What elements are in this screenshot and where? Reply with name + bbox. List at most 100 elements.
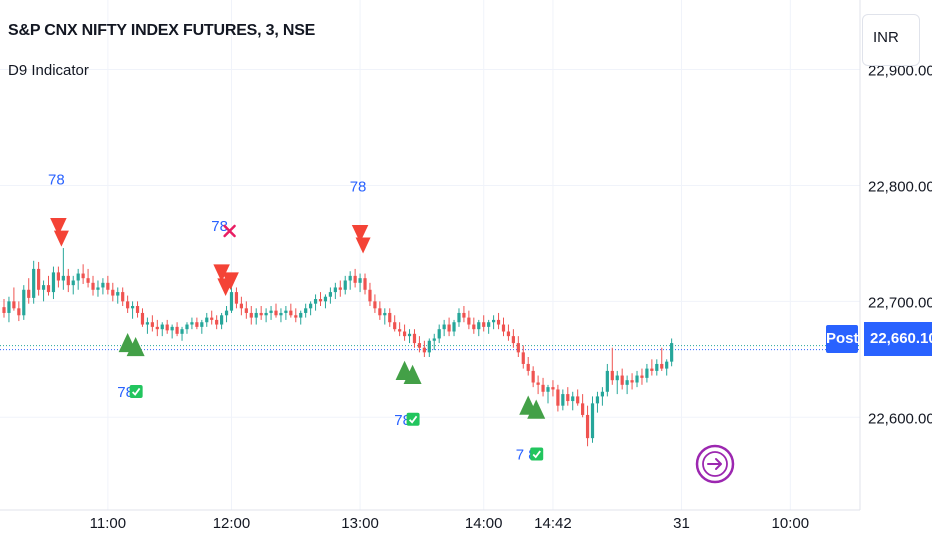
candle-body[interactable] xyxy=(51,272,56,293)
candle-body[interactable] xyxy=(61,275,65,281)
candle-body[interactable] xyxy=(76,273,80,281)
candle-body[interactable] xyxy=(328,292,332,297)
candle-body[interactable] xyxy=(220,315,224,325)
candle-body[interactable] xyxy=(71,280,75,286)
candle-body[interactable] xyxy=(17,308,21,316)
candle-body[interactable] xyxy=(531,370,535,383)
candle-body[interactable] xyxy=(412,333,417,344)
candle-body[interactable] xyxy=(323,296,328,302)
candle-body[interactable] xyxy=(541,384,545,392)
candle-body[interactable] xyxy=(561,394,565,406)
price-tick-label[interactable]: 22,700.00 xyxy=(868,294,932,311)
candle-body[interactable] xyxy=(417,343,422,348)
candle-body[interactable] xyxy=(46,285,51,293)
candle-body[interactable] xyxy=(121,292,125,302)
time-tick-label[interactable]: 31 xyxy=(673,515,690,532)
candle-body[interactable] xyxy=(27,289,31,298)
candle-body[interactable] xyxy=(358,278,362,283)
candle-body[interactable] xyxy=(447,324,451,332)
candle-body[interactable] xyxy=(210,317,214,320)
candle-body[interactable] xyxy=(585,414,590,439)
candle-body[interactable] xyxy=(472,324,476,330)
candle-body[interactable] xyxy=(506,331,511,337)
candle-body[interactable] xyxy=(487,322,491,327)
candle-body[interactable] xyxy=(135,306,140,313)
time-axis-labels[interactable]: 11:00 12:00 13:00 14:00 14:42 31 10:00 xyxy=(90,515,809,532)
candle-body[interactable] xyxy=(2,307,6,313)
candle-body[interactable] xyxy=(432,338,436,341)
candle-body[interactable] xyxy=(610,370,614,381)
candle-body[interactable] xyxy=(571,396,575,402)
candle-body[interactable] xyxy=(630,380,634,383)
candle-body[interactable] xyxy=(605,370,609,392)
candle-body[interactable] xyxy=(536,382,540,385)
candle-body[interactable] xyxy=(185,324,189,330)
price-tick-label[interactable]: 22,900.00 xyxy=(868,63,932,80)
candle-body[interactable] xyxy=(516,343,520,353)
candle-body[interactable] xyxy=(32,268,36,298)
candle-body[interactable] xyxy=(501,324,506,332)
candle-body[interactable] xyxy=(224,310,229,316)
candle-body[interactable] xyxy=(264,312,268,316)
candle-body[interactable] xyxy=(66,275,70,286)
candle-body[interactable] xyxy=(670,343,674,362)
candle-body[interactable] xyxy=(650,368,654,371)
candle-body[interactable] xyxy=(12,301,16,309)
candle-body[interactable] xyxy=(190,322,194,325)
candle-body[interactable] xyxy=(37,268,41,290)
candle-body[interactable] xyxy=(106,282,110,290)
candle-body[interactable] xyxy=(111,289,115,296)
replay-icon[interactable] xyxy=(694,443,736,485)
candle-body[interactable] xyxy=(457,312,461,323)
candle-body[interactable] xyxy=(526,363,530,371)
candle-body[interactable] xyxy=(363,278,367,290)
candle-body[interactable] xyxy=(511,336,515,344)
candle-body[interactable] xyxy=(368,289,372,302)
candle-body[interactable] xyxy=(373,301,377,309)
candle-body[interactable] xyxy=(378,308,382,316)
candle-body[interactable] xyxy=(165,324,169,331)
candle-body[interactable] xyxy=(56,272,60,281)
candle-body[interactable] xyxy=(259,312,263,316)
candle-body[interactable] xyxy=(576,396,580,404)
time-tick-label[interactable]: 14:00 xyxy=(465,515,503,532)
candle-body[interactable] xyxy=(581,403,585,415)
candle-body[interactable] xyxy=(333,287,337,293)
candle-body[interactable] xyxy=(289,310,293,316)
candle-body[interactable] xyxy=(318,299,323,302)
indicator-name[interactable]: D9 Indicator xyxy=(8,62,89,79)
candle-body[interactable] xyxy=(398,329,402,332)
candle-body[interactable] xyxy=(91,282,95,290)
candle-body[interactable] xyxy=(566,394,570,402)
currency-button[interactable]: INR xyxy=(862,14,920,66)
candle-body[interactable] xyxy=(477,322,481,330)
candle-body[interactable] xyxy=(279,312,283,316)
candle-body[interactable] xyxy=(101,282,105,288)
candle-body[interactable] xyxy=(462,312,466,318)
candle-body[interactable] xyxy=(239,303,243,309)
candles[interactable] xyxy=(2,248,674,447)
candle-body[interactable] xyxy=(7,301,11,313)
candle-body[interactable] xyxy=(304,308,308,313)
candle-body[interactable] xyxy=(665,361,669,369)
candle-body[interactable] xyxy=(126,301,130,309)
candle-body[interactable] xyxy=(452,322,456,332)
candle-body[interactable] xyxy=(274,310,278,316)
candle-body[interactable] xyxy=(244,308,248,313)
candle-body[interactable] xyxy=(41,285,46,290)
candle-body[interactable] xyxy=(437,329,441,339)
price-tick-label[interactable]: 22,800.00 xyxy=(868,178,932,195)
candle-body[interactable] xyxy=(140,312,145,325)
candle-body[interactable] xyxy=(407,333,412,337)
candle-body[interactable] xyxy=(249,312,253,318)
candle-body[interactable] xyxy=(22,289,26,316)
time-tick-label[interactable]: 11:00 xyxy=(90,515,126,532)
time-tick-label[interactable]: 14:42 xyxy=(534,515,572,532)
candle-body[interactable] xyxy=(150,322,154,327)
candle-body[interactable] xyxy=(180,329,184,334)
candle-body[interactable] xyxy=(353,275,357,283)
candle-body[interactable] xyxy=(625,380,629,385)
candle-body[interactable] xyxy=(348,275,352,281)
candle-body[interactable] xyxy=(383,312,387,316)
